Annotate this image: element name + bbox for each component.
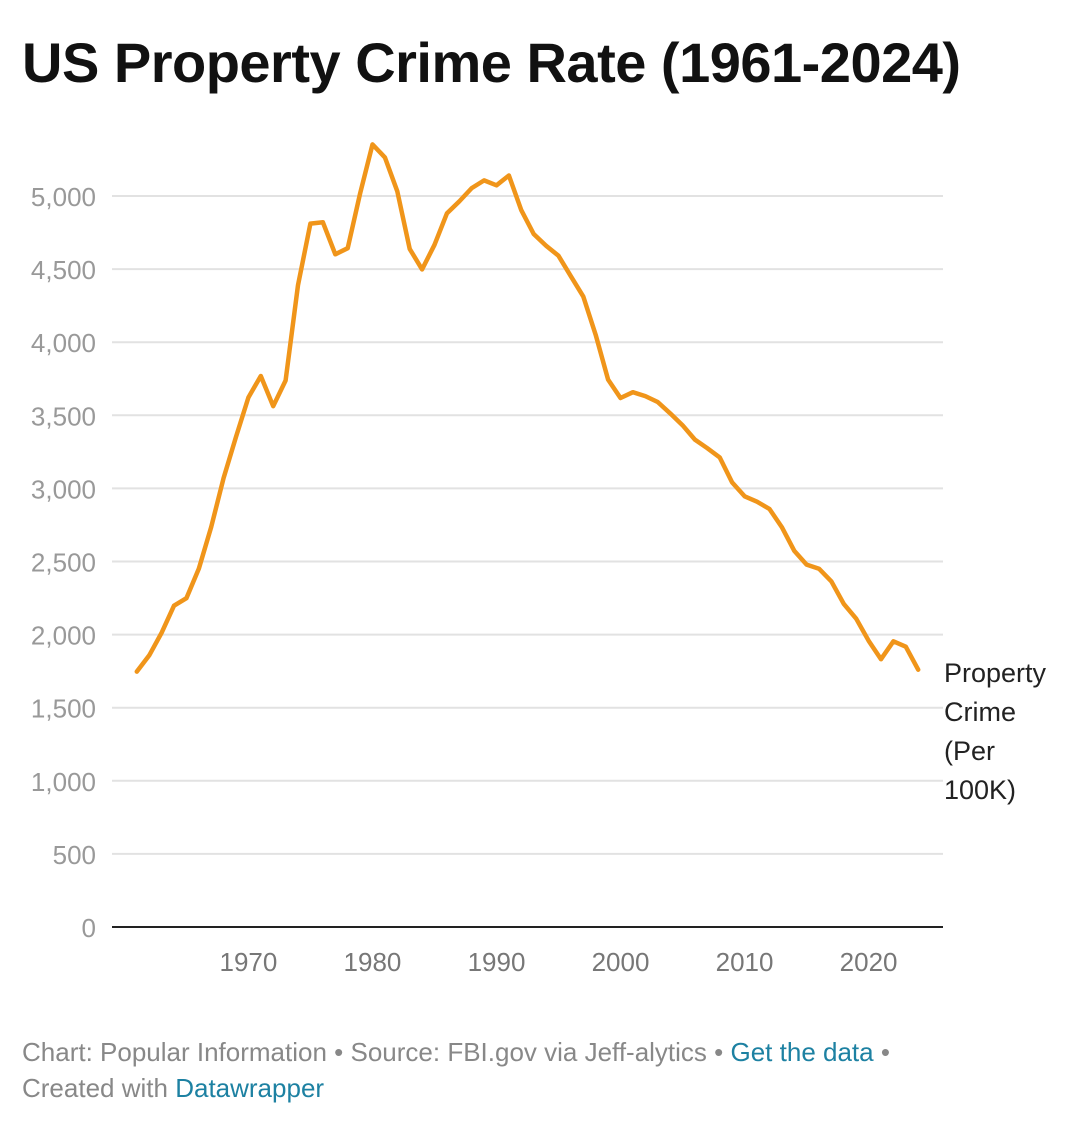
chart-title: US Property Crime Rate (1961-2024) — [22, 31, 961, 94]
series-labels: Property Crime (Per 100K) — [944, 658, 1047, 805]
gridlines — [112, 195, 943, 855]
source-credit: Source: FBI.gov via Jeff-alytics — [350, 1037, 707, 1067]
footer-line-1: Chart: Popular Information • Source: FBI… — [22, 1034, 890, 1070]
footer-separator: • — [873, 1037, 890, 1067]
y-tick-label: 4,000 — [31, 328, 96, 358]
y-tick-label: 3,500 — [31, 401, 96, 431]
footer: Chart: Popular Information • Source: FBI… — [22, 1034, 890, 1106]
y-tick-label: 2,500 — [31, 548, 96, 578]
datawrapper-link[interactable]: Datawrapper — [175, 1073, 325, 1103]
x-tick-label: 2020 — [840, 947, 898, 977]
series-label: Property — [944, 658, 1047, 688]
x-tick-label: 1980 — [344, 947, 402, 977]
footer-separator: • — [706, 1037, 731, 1067]
y-tick-label: 2,000 — [31, 621, 96, 651]
footer-separator: • — [326, 1037, 351, 1067]
y-tick-label: 4,500 — [31, 255, 96, 285]
x-tick-label: 1990 — [468, 947, 526, 977]
series-label: 100K) — [944, 775, 1016, 805]
series-label: Crime — [944, 697, 1016, 727]
y-tick-label: 5,000 — [31, 182, 96, 212]
y-axis-ticks: 0 500 1,000 1,500 2,000 2,500 3,000 3,500 4,000 4… — [31, 182, 96, 943]
y-tick-label: 1,000 — [31, 767, 96, 797]
y-tick-label: 3,000 — [31, 474, 96, 504]
created-with-text: Created with — [22, 1073, 168, 1103]
x-tick-label: 2000 — [592, 947, 650, 977]
x-axis-ticks: 1970 1980 1990 2000 2010 2020 — [220, 947, 898, 977]
series — [134, 142, 921, 674]
chart-credit: Chart: Popular Information — [22, 1037, 327, 1067]
footer-line-2: Created with Datawrapper — [22, 1070, 890, 1106]
y-tick-label: 500 — [53, 840, 96, 870]
y-tick-label: 0 — [82, 913, 96, 943]
series-line-property-crime — [134, 142, 921, 674]
line-chart: 0 500 1,000 1,500 2,000 2,500 3,000 3,500 4,000 4… — [31, 142, 1047, 977]
get-the-data-link[interactable]: Get the data — [730, 1037, 874, 1067]
x-tick-label: 2010 — [716, 947, 774, 977]
y-tick-label: 1,500 — [31, 694, 96, 724]
series-label: (Per — [944, 736, 995, 766]
x-tick-label: 1970 — [220, 947, 278, 977]
